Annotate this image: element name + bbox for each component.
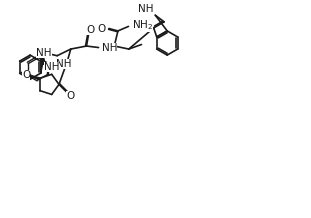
Text: NH: NH — [36, 48, 52, 58]
Text: O: O — [22, 70, 30, 80]
Text: NH: NH — [102, 43, 117, 53]
Text: O: O — [86, 25, 94, 35]
Text: NH: NH — [138, 4, 154, 14]
Text: O: O — [66, 91, 75, 101]
Text: NH: NH — [44, 62, 59, 72]
Text: O: O — [98, 24, 106, 34]
Text: NH: NH — [56, 59, 71, 69]
Text: NH$_2$: NH$_2$ — [132, 18, 153, 32]
